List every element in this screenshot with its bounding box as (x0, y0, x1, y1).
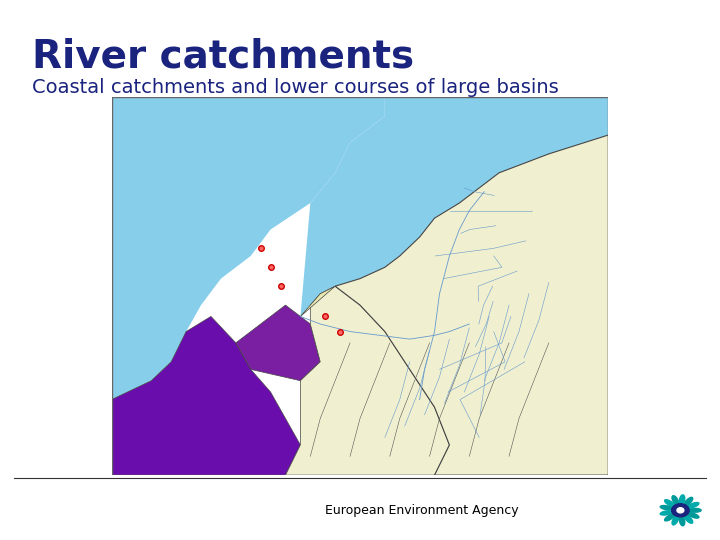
Ellipse shape (680, 495, 685, 504)
Ellipse shape (680, 516, 685, 526)
Ellipse shape (688, 512, 699, 518)
Ellipse shape (660, 505, 672, 510)
Text: River catchments: River catchments (32, 38, 415, 76)
Ellipse shape (688, 503, 699, 508)
Ellipse shape (672, 516, 678, 525)
Polygon shape (300, 97, 608, 316)
Ellipse shape (688, 508, 701, 512)
Text: Coastal catchments and lower courses of large basins: Coastal catchments and lower courses of … (32, 78, 559, 97)
Ellipse shape (685, 497, 693, 505)
Circle shape (677, 508, 684, 513)
Polygon shape (112, 97, 385, 400)
Polygon shape (335, 135, 608, 475)
Polygon shape (285, 286, 449, 475)
Ellipse shape (672, 496, 678, 505)
Circle shape (672, 504, 689, 517)
Ellipse shape (660, 511, 672, 515)
Ellipse shape (665, 514, 675, 521)
Ellipse shape (665, 500, 675, 507)
Text: European Environment Agency: European Environment Agency (325, 504, 518, 517)
Ellipse shape (685, 515, 693, 523)
Polygon shape (300, 286, 335, 316)
Polygon shape (112, 316, 300, 475)
Polygon shape (236, 305, 320, 381)
